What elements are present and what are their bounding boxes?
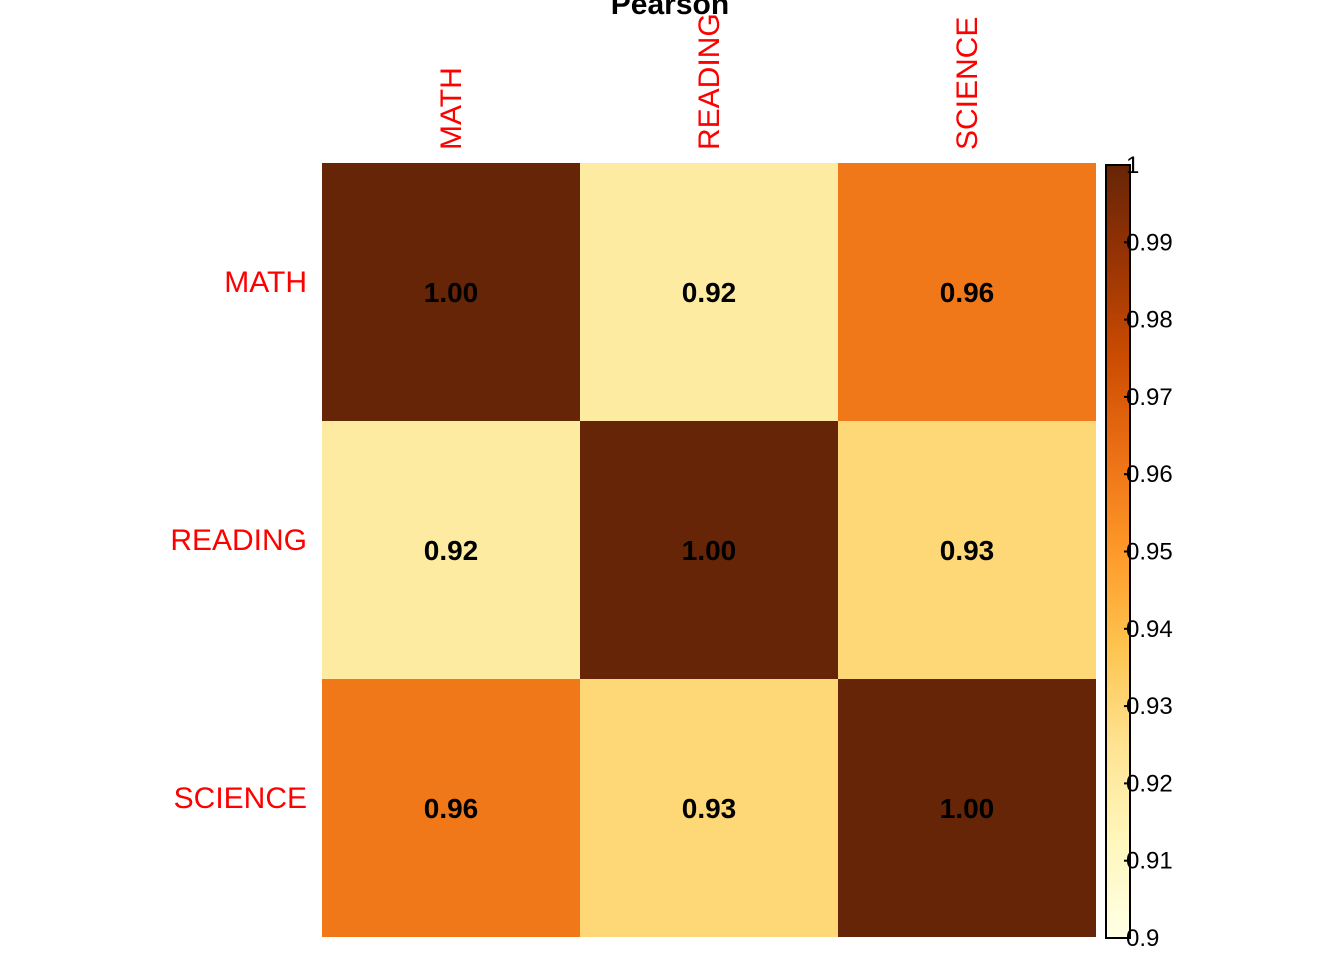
heatmap-cell <box>580 679 838 937</box>
row-label: READING <box>170 524 307 557</box>
colorbar-tick-label: 0.95 <box>1126 539 1173 566</box>
heatmap-cell <box>838 421 1096 679</box>
cell-value-label: 0.93 <box>682 793 737 824</box>
colorbar-tick-label: 0.92 <box>1126 770 1173 797</box>
heatmap-cell <box>838 679 1096 937</box>
heatmap-cells: 1.00 0.92 0.96 0.92 1.00 0.93 0.96 0.93 1.00 <box>322 163 1096 937</box>
heatmap-cell <box>580 421 838 679</box>
colorbar: 1 0.99 0.98 0.97 0.96 0.95 0.94 0.93 0.92 0.91 0.9 <box>1105 152 1173 952</box>
column-labels: MATH READING SCIENCE <box>435 13 984 150</box>
cell-value-label: 0.93 <box>940 535 995 566</box>
colorbar-tick-label: 0.98 <box>1126 307 1173 334</box>
column-label: MATH <box>435 67 468 150</box>
colorbar-tick-label: 0.99 <box>1126 229 1173 256</box>
colorbar-tick-label: 0.9 <box>1126 925 1159 952</box>
cell-value-label: 0.96 <box>940 277 995 308</box>
heatmap-cell <box>322 421 580 679</box>
heatmap-cell <box>322 163 580 421</box>
row-label: MATH <box>224 266 307 299</box>
cell-value-label: 0.92 <box>682 277 737 308</box>
heatmap-cell <box>322 679 580 937</box>
chart-title: Pearson <box>611 0 729 21</box>
column-label: READING <box>693 13 726 150</box>
cell-value-label: 0.96 <box>424 793 479 824</box>
cell-value-label: 0.92 <box>424 535 479 566</box>
cell-value-label: 1.00 <box>682 535 737 566</box>
colorbar-tick-label: 0.93 <box>1126 693 1173 720</box>
colorbar-tick-label: 0.97 <box>1126 384 1173 411</box>
colorbar-tick-label: 0.96 <box>1126 461 1173 488</box>
colorbar-tick-label: 0.94 <box>1126 616 1173 643</box>
column-label: SCIENCE <box>951 17 984 150</box>
heatmap-cell <box>580 163 838 421</box>
colorbar-tick-label: 1 <box>1126 152 1139 179</box>
cell-value-label: 1.00 <box>424 277 479 308</box>
row-label: SCIENCE <box>174 782 307 815</box>
heatmap-cell <box>838 163 1096 421</box>
row-labels: MATH READING SCIENCE <box>170 266 307 815</box>
cell-value-label: 1.00 <box>940 793 995 824</box>
colorbar-tick-label: 0.91 <box>1126 848 1173 875</box>
